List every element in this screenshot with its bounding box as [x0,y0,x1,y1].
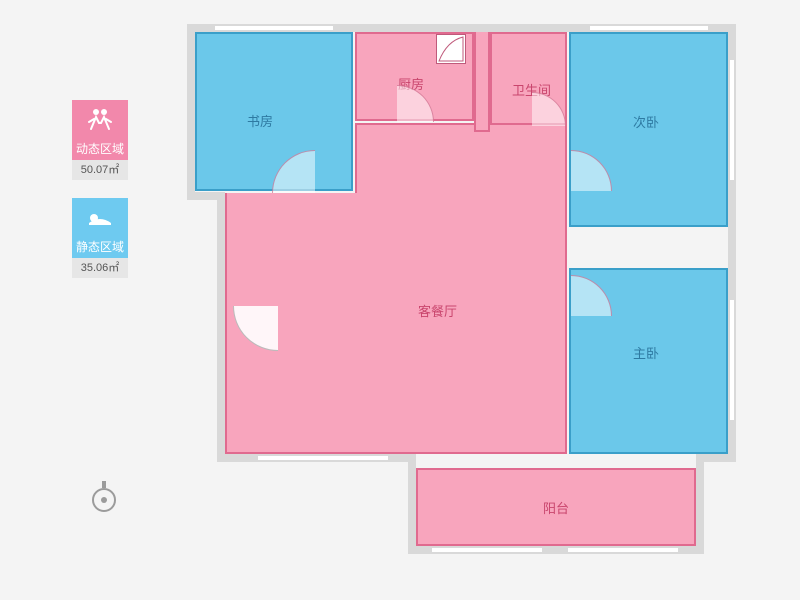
legend-dynamic-value: 50.07㎡ [72,160,128,180]
room-bed2 [569,32,728,227]
sleep-icon [72,198,128,236]
window-bed2-top [590,26,708,30]
legend-dynamic: 动态区域 50.07㎡ [72,100,128,180]
room-balcony [416,468,696,546]
room-study [195,32,353,191]
compass-icon [92,488,116,512]
people-icon [72,100,128,138]
wall-kitchen-bath [474,32,490,132]
window-bed1-right [730,300,734,420]
legend-static: 静态区域 35.06㎡ [72,198,128,278]
outer-wall [408,454,416,554]
window-balcony-bot1 [432,548,542,552]
shaft-symbol [436,34,466,64]
window-balcony-bot2 [568,548,678,552]
outer-wall [187,24,195,200]
window-bed2-right [730,60,734,180]
outer-wall [696,454,704,554]
window-living-bot [258,456,388,460]
legend-static-value: 35.06㎡ [72,258,128,278]
living-seam-patch [357,191,565,197]
outer-wall [217,192,225,462]
legend-static-title: 静态区域 [72,236,128,258]
legend-dynamic-title: 动态区域 [72,138,128,160]
window-study-top [215,26,333,30]
